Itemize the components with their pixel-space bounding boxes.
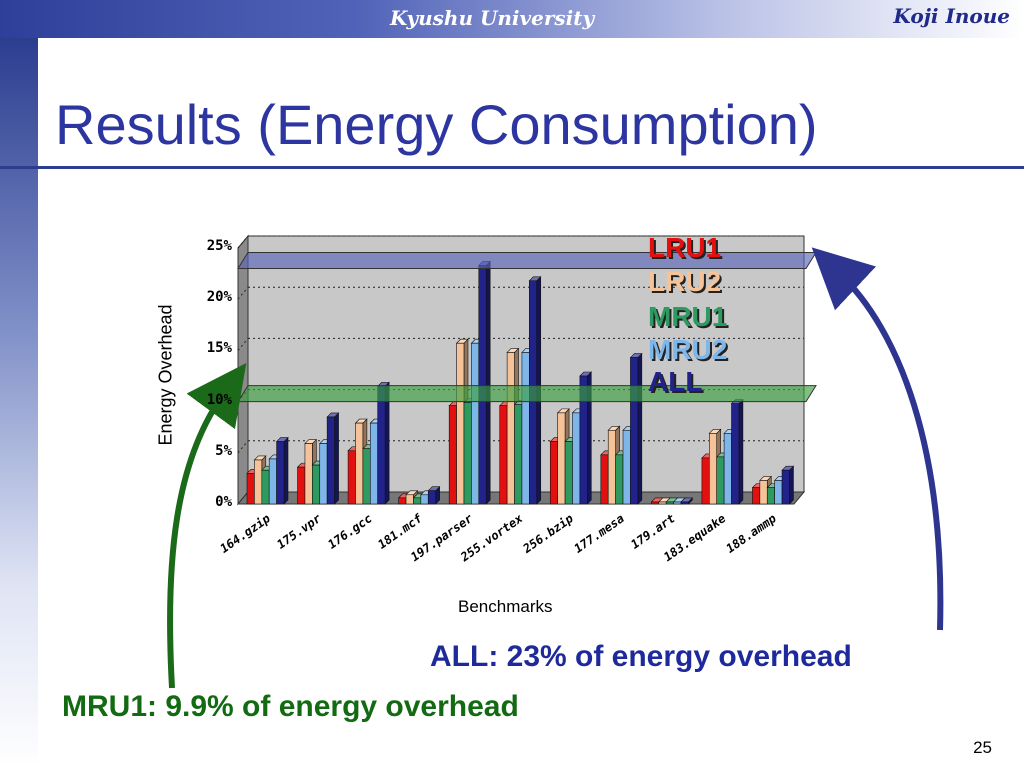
bar-front [665, 501, 674, 505]
bar-side [485, 260, 491, 505]
mru1-caption: MRU1: 9.9% of energy overhead [62, 690, 519, 723]
bar-front [774, 480, 783, 505]
bar [478, 260, 491, 505]
bar-front [549, 441, 558, 505]
bar-side [334, 412, 339, 505]
bar-front [347, 450, 356, 505]
bar-front [752, 487, 761, 505]
bar-front [514, 404, 523, 505]
bar-front [701, 457, 710, 505]
bar-front [362, 448, 371, 505]
bar-side [283, 436, 289, 505]
bar [629, 352, 643, 505]
mru1-highlight-band [237, 385, 817, 403]
legend-lru1: LRU1 [648, 232, 722, 263]
bar-front [377, 385, 386, 505]
bar-front [413, 497, 422, 505]
bar-front [630, 357, 639, 505]
bar-front [557, 412, 566, 505]
bar-front [319, 443, 328, 505]
bar-front [355, 422, 364, 505]
bar-front [600, 454, 609, 505]
bar [326, 412, 340, 505]
legend-lru2: LRU2 [648, 266, 722, 297]
bar-front [297, 466, 306, 505]
bar-front [521, 352, 530, 505]
bar-front [759, 480, 768, 505]
bar-front [731, 403, 740, 505]
bar-front [276, 441, 285, 505]
bar-front [312, 464, 321, 505]
y-tick-label: 0% [215, 494, 232, 510]
bar-front [781, 469, 790, 505]
bar-front [268, 458, 277, 505]
bar [730, 398, 744, 505]
x-axis-title: Benchmarks [458, 597, 553, 616]
y-tick-label: 20% [206, 289, 232, 306]
bar-front [261, 469, 270, 505]
y-axis-title: Energy Overhead [155, 304, 176, 446]
y-tick-label: 15% [206, 340, 232, 357]
bar-front [369, 422, 378, 505]
y-tick-label: 5% [215, 442, 232, 459]
plot-side-wall [237, 234, 249, 506]
bar [427, 485, 441, 505]
bar-front [405, 494, 414, 505]
legend-all: ALL [648, 366, 703, 397]
bar-front [471, 342, 480, 505]
bar-front [463, 402, 472, 505]
bar-front [680, 501, 689, 505]
bar-front [607, 429, 616, 505]
bar-front [398, 497, 407, 505]
author-label: Koji Inoue [893, 4, 1010, 28]
bar [275, 436, 289, 505]
slide-title: Results (Energy Consumption) [55, 93, 818, 156]
y-tick-label: 25% [206, 238, 232, 254]
bar-front [254, 459, 263, 505]
all-arrow [811, 247, 944, 631]
bar [376, 381, 390, 505]
mru1-arrow [167, 362, 247, 689]
left-sidebar-decoration [0, 38, 38, 768]
legend-mru1: MRU1 [648, 301, 728, 332]
bar-front [499, 405, 508, 505]
bar-front [304, 443, 313, 505]
university-label: Kyushu University [390, 6, 595, 30]
all-caption: ALL: 23% of energy overhead [430, 640, 852, 673]
legend-mru2: MRU2 [648, 334, 728, 365]
bar-front [723, 433, 732, 505]
bar [579, 371, 592, 505]
bar-front [766, 487, 775, 505]
bar-front [246, 472, 255, 505]
bar-front [326, 416, 335, 505]
bar-front [456, 342, 465, 505]
bar-front [579, 375, 588, 505]
title-underline [0, 166, 1024, 169]
bar-front [506, 352, 515, 505]
bar-front [622, 429, 631, 505]
bar-front [420, 494, 429, 505]
bar-front [658, 501, 667, 505]
bar-front [564, 441, 573, 505]
bar [680, 497, 694, 505]
bar-side [789, 465, 794, 505]
bar-front [709, 433, 718, 505]
all-highlight-band [237, 251, 817, 269]
bar-front [448, 405, 457, 505]
bar-front [572, 412, 581, 505]
y-tick-label: 10% [206, 391, 232, 408]
bar-side [637, 352, 643, 505]
page-number: 25 [973, 738, 992, 757]
bar-front [615, 454, 624, 505]
bar-front [478, 265, 487, 505]
bar-front [651, 501, 660, 505]
bar-front [673, 501, 682, 505]
bar-front [716, 456, 725, 505]
header-bar [0, 0, 1024, 38]
bar-front [427, 490, 436, 505]
bar [781, 465, 795, 505]
bar-side [738, 398, 744, 505]
